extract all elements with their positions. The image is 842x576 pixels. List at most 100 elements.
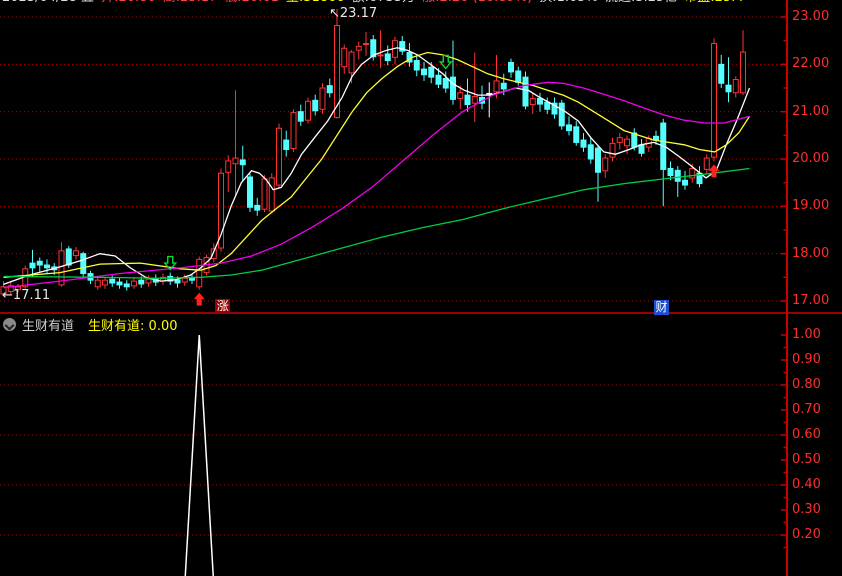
candle-body (80, 253, 87, 275)
axis-price-label: 20.00 (792, 151, 830, 166)
candle-body (515, 70, 522, 83)
info-bar-segment: 流通:3.25亿 (605, 0, 677, 5)
candle-body (667, 167, 674, 177)
candle-body (326, 85, 333, 94)
candle-body (138, 279, 145, 285)
indicator-label: 生财有道: (88, 319, 145, 334)
candle-body (384, 53, 391, 62)
axis-price-label: 17.00 (792, 293, 830, 308)
candle-body (725, 84, 732, 93)
candle-body (58, 250, 65, 286)
axis-price-label: 0.70 (792, 402, 821, 417)
candle-body (290, 112, 297, 150)
candle-body (413, 60, 420, 71)
info-bar-segment: 额:6733万 (352, 0, 415, 5)
candle-body (29, 262, 36, 269)
info-bar-segment: 市盈:25.4 (684, 0, 743, 5)
cai-report-badge[interactable]: 财 (654, 300, 669, 315)
sub-panel-title: 生财有道 (22, 319, 75, 334)
axis-price-label: 19.00 (792, 198, 830, 214)
candle-body (638, 144, 645, 154)
candle-body (573, 126, 580, 143)
candle-body (689, 167, 696, 179)
candle-body (65, 248, 72, 266)
candle-body (508, 61, 514, 73)
sell-arrow-icon (163, 255, 178, 271)
candle-body (225, 160, 232, 173)
signal-spike-line (184, 334, 214, 576)
candle-body (624, 138, 630, 147)
candle-body (537, 97, 543, 105)
axis-price-label: 21.00 (792, 103, 830, 119)
candle-body (102, 279, 108, 286)
candle-body (123, 283, 130, 288)
ma-green-line (3, 167, 750, 279)
candle-body (181, 277, 188, 283)
candle-body (718, 63, 725, 84)
candle-body (442, 78, 449, 89)
candle-body (7, 285, 14, 293)
candle-body (196, 258, 203, 288)
candle-body (421, 68, 427, 76)
candle-body (210, 248, 217, 259)
axis-price-label: 0.80 (792, 377, 821, 392)
candle-body (435, 74, 442, 85)
buy-arrow-icon (193, 292, 205, 306)
candle-body (73, 250, 79, 257)
ma-white-line (3, 47, 751, 286)
candle-body (131, 280, 137, 287)
candle-body (370, 39, 377, 58)
ma-magenta-line (3, 81, 750, 289)
candle-body (319, 87, 326, 110)
info-bar-segment: 开:20.86 (101, 0, 156, 5)
candle-body (428, 66, 435, 78)
candle-body (254, 204, 261, 211)
sell-arrow-icon (438, 54, 453, 70)
candle-body (15, 286, 21, 291)
candle-body (218, 172, 224, 249)
candle-body (36, 260, 43, 266)
candle-body (732, 78, 739, 94)
candle-body (341, 47, 348, 68)
indicator-readout: 生财有道: 0.00 (88, 315, 177, 334)
candle-body (609, 142, 616, 158)
axis-price-label: 22.00 (792, 56, 830, 72)
candle-body (674, 169, 681, 182)
candle-body (268, 177, 275, 212)
candle-body (471, 96, 478, 104)
sub-panel-header: 生财有道 生财有道: 0.00 (0, 315, 178, 334)
candle-body (0, 286, 7, 295)
zhang-news-badge[interactable]: 涨 (215, 299, 231, 314)
candle-body (529, 97, 536, 106)
info-bar-segment: 量:31866 (286, 0, 345, 5)
candle-body (232, 157, 239, 165)
candle-body (522, 76, 529, 107)
candle-body (94, 279, 101, 288)
candle-body (276, 127, 282, 186)
candle-body (711, 43, 717, 158)
candle-body (174, 279, 181, 284)
candle-body (551, 102, 558, 115)
candle-body (399, 41, 406, 52)
candle-body (587, 144, 594, 160)
buy-arrow-icon (708, 164, 720, 178)
axis-price-label: 0.20 (792, 527, 821, 542)
candle-body (602, 157, 609, 172)
candle-body (457, 92, 464, 99)
candle-body (334, 25, 340, 118)
candle-body (616, 137, 623, 143)
axis-price-label: 0.50 (792, 452, 821, 467)
axis-price-label: 0.30 (792, 502, 821, 517)
candle-body (377, 54, 384, 57)
collapse-chevron-icon[interactable] (3, 318, 16, 331)
candle-body (145, 278, 152, 284)
candle-body (116, 281, 123, 286)
info-bar-segment: 高:23.17 (163, 0, 218, 5)
candle-body (109, 278, 116, 284)
candle-body (500, 82, 507, 90)
candle-body (261, 178, 268, 210)
candle-body (312, 99, 319, 112)
info-bar-segment: 换:1.05% (539, 0, 598, 5)
